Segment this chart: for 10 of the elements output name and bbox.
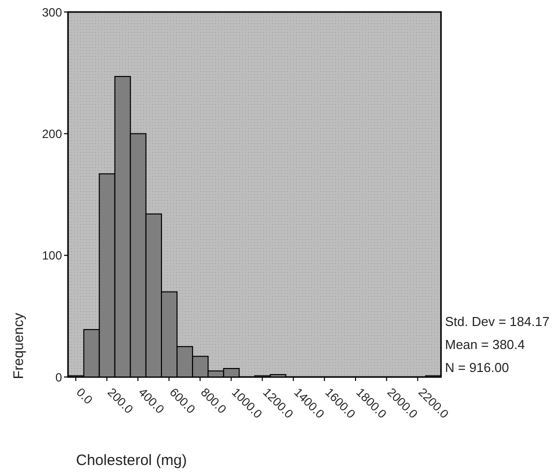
text: Mean = 380.4: [445, 337, 525, 352]
text: N = 916.00: [445, 360, 509, 375]
text: Std. Dev = 184.17: [445, 314, 550, 329]
y-axis-title: Frequency: [10, 312, 26, 382]
x-tick-label: 0.0: [74, 385, 96, 408]
y-tick-label: 300: [42, 5, 62, 20]
y-tick-label: 200: [42, 126, 62, 141]
x-axis-title: Cholesterol (mg): [76, 452, 187, 469]
y-tick-label: 0: [55, 370, 62, 384]
y-tick-label: 100: [42, 248, 62, 263]
